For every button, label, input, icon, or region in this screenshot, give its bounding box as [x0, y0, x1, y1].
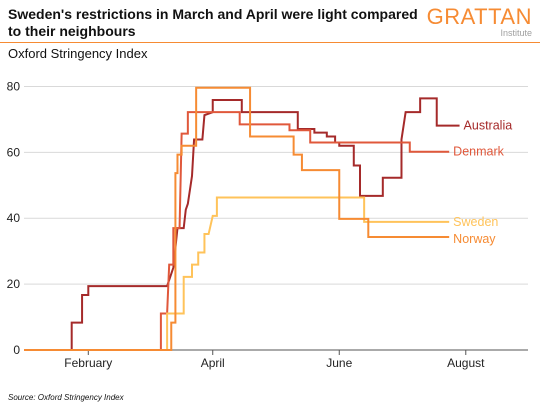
series-line-australia [24, 97, 460, 351]
series-line-denmark [24, 111, 450, 351]
series-line-sweden [24, 196, 450, 351]
grid-lines [24, 85, 528, 285]
y-tick-label: 0 [13, 343, 20, 357]
logo-subtitle: Institute [500, 28, 532, 38]
series-labels: Australia Denmark Sweden Norway [453, 119, 512, 246]
grattan-logo: GRATTAN Institute [426, 4, 532, 39]
series-label-australia: Australia [464, 119, 513, 133]
series-lines [24, 86, 460, 351]
series-label-norway: Norway [453, 232, 496, 246]
y-tick-label: 80 [7, 79, 21, 93]
x-axis: February April June August [24, 349, 528, 370]
chart-title: Sweden's restrictions in March and April… [8, 6, 418, 39]
y-tick-label: 20 [7, 277, 21, 291]
series-label-sweden: Sweden [453, 215, 498, 229]
series-label-denmark: Denmark [453, 145, 504, 159]
logo-wordmark: GRATTAN [426, 4, 532, 29]
y-axis-ticks: 0 20 40 60 80 [7, 79, 21, 357]
x-tick-label: February [64, 356, 112, 370]
x-tick-label: August [447, 356, 485, 370]
source-note: Source: Oxford Stringency Index [8, 393, 124, 402]
x-tick-label: April [201, 356, 225, 370]
title-rule [0, 42, 540, 43]
y-axis-label: Oxford Stringency Index [8, 46, 148, 61]
y-tick-label: 60 [7, 145, 21, 159]
y-tick-label: 40 [7, 211, 21, 225]
series-line-norway [24, 86, 450, 351]
x-tick-label: June [326, 356, 352, 370]
